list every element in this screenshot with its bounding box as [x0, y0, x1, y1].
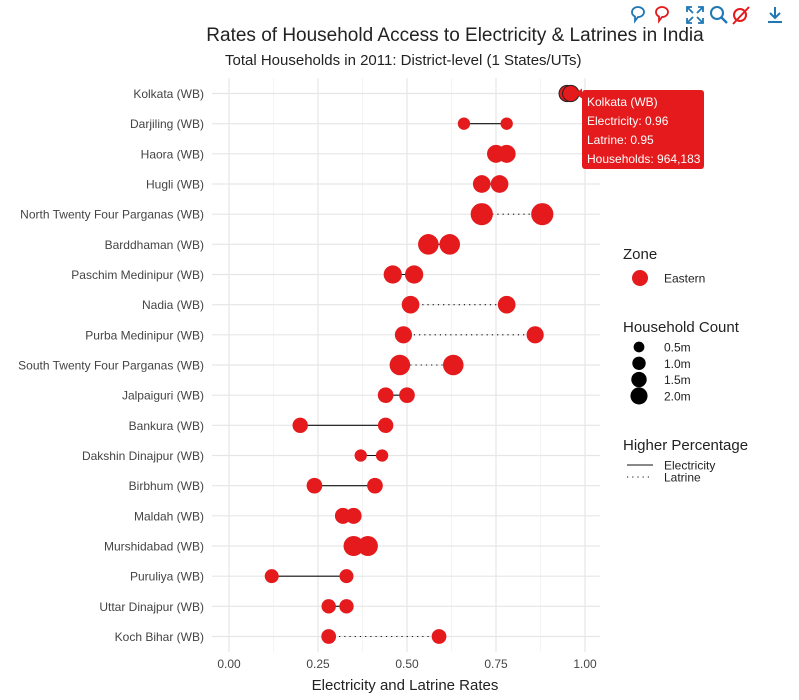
electricity-point	[339, 569, 354, 584]
y-tick-label: Paschim Medinipur (WB)	[71, 268, 204, 282]
x-tick-label: 0.25	[306, 657, 330, 671]
electricity-point	[375, 449, 389, 462]
electricity-point	[394, 326, 413, 344]
y-tick-label: Kolkata (WB)	[133, 87, 204, 101]
y-tick-label: Murshidabad (WB)	[104, 540, 204, 554]
chart-subtitle: Total Households in 2011: District-level…	[225, 52, 582, 69]
legend-line-label: Electricity	[664, 459, 715, 473]
y-tick-label: North Twenty Four Parganas (WB)	[20, 208, 204, 222]
electricity-point	[399, 387, 415, 404]
x-tick-label: 1.00	[573, 657, 597, 671]
electricity-point	[357, 535, 378, 557]
legend-size-swatch	[632, 356, 646, 370]
y-tick-label: Purba Medinipur (WB)	[85, 328, 204, 342]
legend-size-label: 1.5m	[664, 373, 691, 387]
electricity-point	[439, 234, 461, 255]
electricity-point	[490, 175, 509, 193]
plot-marks	[264, 84, 580, 644]
toggle-spike-lines-icon[interactable]	[730, 4, 752, 26]
y-tick-label: Jalpaiguri (WB)	[122, 389, 204, 403]
electricity-point	[497, 144, 516, 163]
tooltip-line: Households: 964,183	[587, 152, 701, 166]
legend-size-title: Household Count	[623, 319, 740, 336]
latrine-point	[383, 265, 402, 284]
latrine-point	[264, 569, 279, 584]
latrine-point	[418, 234, 439, 255]
tooltip-pointer	[575, 88, 582, 99]
modebar	[628, 4, 788, 26]
tooltip-line: Electricity: 0.96	[587, 114, 669, 128]
latrine-point	[457, 117, 471, 130]
compare-data-icon[interactable]	[628, 4, 650, 26]
latrine-point	[292, 417, 308, 434]
legend-size-label: 1.0m	[664, 357, 691, 371]
tooltip-box	[582, 90, 704, 169]
legend: Zone Eastern Household Count 0.5m 1.0m 1.5m 2.…	[623, 246, 748, 485]
y-tick-label: South Twenty Four Parganas (WB)	[18, 359, 204, 373]
y-tick-label: Bankura (WB)	[129, 419, 204, 433]
latrine-point	[321, 599, 336, 614]
y-tick-label: Barddhaman (WB)	[105, 238, 204, 252]
latrine-point	[531, 203, 554, 226]
latrine-point	[472, 175, 491, 193]
electricity-point	[389, 354, 411, 376]
electricity-point	[321, 629, 337, 644]
electricity-point	[345, 507, 362, 524]
electricity-point	[405, 265, 424, 284]
x-tick-label: 0.75	[484, 657, 508, 671]
y-tick-label: Nadia (WB)	[142, 298, 204, 312]
zoom-icon[interactable]	[708, 4, 730, 26]
latrine-point	[442, 354, 464, 376]
legend-size-label: 0.5m	[664, 341, 691, 355]
y-tick-label: Haora (WB)	[141, 147, 204, 161]
legend-line-title: Higher Percentage	[623, 437, 748, 454]
download-icon[interactable]	[764, 4, 786, 26]
electricity-point	[500, 117, 513, 130]
hover-tooltip: Kolkata (WB) Electricity: 0.96 Latrine: 0.…	[575, 88, 704, 169]
x-tick-label: 0.00	[217, 657, 241, 671]
y-axis-labels: Kolkata (WB) Darjiling (WB) Haora (WB) Hugl…	[18, 87, 204, 644]
y-tick-label: Dakshin Dinajpur (WB)	[82, 449, 204, 463]
latrine-point	[526, 326, 544, 344]
x-axis-title: Electricity and Latrine Rates	[312, 677, 499, 694]
electricity-point	[470, 203, 493, 226]
legend-size-swatch	[630, 387, 648, 405]
tooltip-line: Latrine: 0.95	[587, 133, 654, 147]
chart-title: Rates of Household Access to Electricity…	[206, 25, 704, 46]
x-axis-ticks: 0.00 0.25 0.50 0.75 1.00	[217, 657, 597, 671]
legend-line-label: Latrine	[664, 471, 701, 485]
tooltip-line: Kolkata (WB)	[587, 95, 658, 109]
y-tick-label: Birbhum (WB)	[129, 479, 204, 493]
latrine-point	[343, 535, 364, 557]
electricity-point	[367, 477, 383, 494]
y-tick-label: Koch Bihar (WB)	[115, 630, 204, 644]
x-tick-label: 0.50	[395, 657, 419, 671]
latrine-point	[306, 477, 323, 494]
legend-size-label: 2.0m	[664, 389, 691, 403]
electricity-point	[497, 295, 516, 314]
legend-zone-title: Zone	[623, 246, 657, 263]
latrine-point	[354, 449, 367, 462]
latrine-point	[431, 629, 447, 644]
legend-size-swatch	[631, 371, 647, 388]
y-tick-label: Maldah (WB)	[134, 509, 204, 523]
legend-zone-swatch	[632, 270, 648, 286]
hover-closest-icon[interactable]	[652, 4, 674, 26]
autoscale-icon[interactable]	[684, 4, 706, 26]
y-tick-label: Hugli (WB)	[146, 178, 204, 192]
y-tick-label: Uttar Dinajpur (WB)	[99, 600, 204, 614]
legend-zone-label: Eastern	[664, 272, 705, 286]
legend-size-swatch	[633, 341, 645, 353]
electricity-point	[377, 417, 394, 434]
y-tick-label: Darjiling (WB)	[130, 117, 204, 131]
electricity-point	[339, 599, 354, 614]
latrine-point	[401, 295, 420, 314]
y-tick-label: Puruliya (WB)	[130, 570, 204, 584]
latrine-point	[377, 387, 394, 404]
